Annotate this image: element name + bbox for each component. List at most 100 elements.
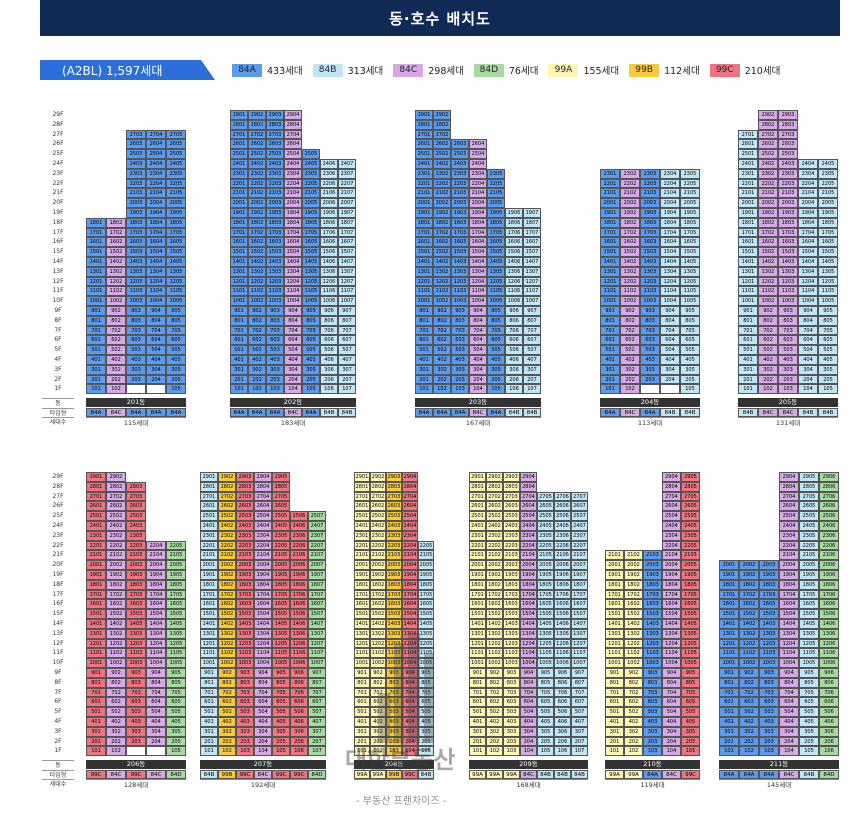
unit-cell[interactable]: 2004 bbox=[146, 198, 166, 208]
unit-cell[interactable]: 1602 bbox=[106, 237, 126, 248]
unit-cell[interactable]: 305 bbox=[818, 364, 838, 375]
unit-cell[interactable]: 2203 bbox=[126, 178, 146, 189]
unit-cell[interactable]: 1805 bbox=[166, 579, 186, 590]
unit-cell[interactable]: 502 bbox=[370, 707, 386, 717]
unit-cell[interactable]: 1905 bbox=[799, 570, 819, 580]
unit-cell[interactable]: 907 bbox=[523, 306, 541, 316]
unit-cell[interactable]: 2601 bbox=[738, 139, 758, 150]
unit-cell[interactable]: 405 bbox=[272, 717, 290, 727]
unit-cell[interactable]: 2402 bbox=[433, 159, 451, 169]
unit-cell[interactable]: 2305 bbox=[799, 530, 819, 541]
unit-cell[interactable]: 1307 bbox=[571, 628, 588, 639]
unit-cell[interactable]: 2701 bbox=[354, 491, 370, 502]
unit-cell[interactable]: 102 bbox=[433, 384, 451, 395]
unit-cell[interactable]: 2703 bbox=[386, 491, 402, 502]
unit-cell[interactable]: 2107 bbox=[308, 550, 326, 561]
unit-cell[interactable]: 402 bbox=[739, 717, 759, 727]
unit-cell[interactable]: 1203 bbox=[386, 638, 402, 649]
unit-cell[interactable]: 1701 bbox=[469, 589, 486, 600]
unit-cell[interactable]: 1103 bbox=[126, 648, 146, 659]
unit-cell[interactable]: 2504 bbox=[469, 149, 487, 159]
unit-cell[interactable]: 1407 bbox=[308, 619, 326, 629]
unit-cell[interactable]: 1801 bbox=[415, 217, 433, 228]
unit-cell[interactable]: 103 bbox=[451, 384, 469, 395]
unit-cell[interactable]: 2305 bbox=[302, 168, 320, 179]
unit-cell[interactable]: 2201 bbox=[469, 540, 486, 551]
unit-cell[interactable]: 901 bbox=[86, 306, 106, 316]
unit-cell[interactable]: 602 bbox=[106, 697, 126, 708]
unit-cell[interactable]: 701 bbox=[86, 687, 106, 698]
unit-cell[interactable]: 204 bbox=[254, 736, 272, 747]
unit-cell[interactable]: 303 bbox=[643, 726, 662, 737]
unit-cell[interactable]: 1003 bbox=[640, 296, 660, 306]
unit-cell[interactable]: 1804 bbox=[520, 579, 537, 590]
unit-cell[interactable]: 703 bbox=[126, 687, 146, 698]
unit-cell[interactable]: 903 bbox=[759, 668, 779, 678]
unit-cell[interactable]: 1204 bbox=[402, 638, 418, 649]
unit-cell[interactable]: 2204 bbox=[662, 540, 681, 551]
unit-cell[interactable]: 2401 bbox=[230, 159, 248, 169]
unit-cell[interactable]: 2503 bbox=[266, 149, 284, 159]
unit-cell[interactable]: 906 bbox=[290, 668, 308, 678]
unit-cell[interactable]: 505 bbox=[681, 707, 700, 717]
unit-cell[interactable]: 1105 bbox=[487, 286, 505, 297]
unit-cell[interactable]: 601 bbox=[738, 335, 758, 346]
unit-cell[interactable]: 502 bbox=[620, 345, 640, 355]
unit-cell[interactable]: 2104 bbox=[284, 188, 302, 199]
unit-cell[interactable]: 2304 bbox=[284, 168, 302, 179]
unit-cell[interactable]: 2902 bbox=[433, 110, 451, 120]
unit-cell[interactable]: 905 bbox=[680, 306, 700, 316]
unit-cell[interactable]: 604 bbox=[284, 335, 302, 346]
unit-cell[interactable]: 204 bbox=[662, 736, 681, 747]
unit-cell[interactable]: 404 bbox=[779, 717, 799, 727]
unit-cell[interactable]: 2105 bbox=[537, 550, 554, 561]
unit-cell[interactable]: 2001 bbox=[605, 560, 624, 570]
unit-cell[interactable]: 2401 bbox=[469, 521, 486, 531]
unit-cell[interactable]: 2706 bbox=[554, 491, 571, 502]
unit-cell[interactable]: 2204 bbox=[146, 540, 166, 551]
unit-cell[interactable]: 303 bbox=[386, 726, 402, 737]
unit-cell[interactable]: 1102 bbox=[433, 286, 451, 297]
unit-cell[interactable]: 706 bbox=[554, 687, 571, 698]
unit-cell[interactable]: 504 bbox=[662, 707, 681, 717]
unit-cell[interactable]: 2606 bbox=[554, 501, 571, 512]
unit-cell[interactable]: 704 bbox=[662, 687, 681, 698]
unit-cell[interactable]: 206 bbox=[290, 736, 308, 747]
unit-cell[interactable]: 2802 bbox=[248, 119, 266, 130]
unit-cell[interactable]: 1604 bbox=[662, 599, 681, 610]
unit-cell[interactable]: 505 bbox=[818, 345, 838, 355]
unit-cell[interactable]: 1607 bbox=[338, 237, 356, 248]
unit-cell[interactable]: 2304 bbox=[660, 168, 680, 179]
unit-cell[interactable]: 1604 bbox=[402, 599, 418, 610]
unit-cell[interactable]: 1004 bbox=[520, 658, 537, 668]
unit-cell[interactable]: 2801 bbox=[415, 119, 433, 130]
unit-cell[interactable]: 2502 bbox=[248, 149, 266, 159]
unit-cell[interactable]: 1905 bbox=[418, 570, 434, 580]
unit-cell[interactable]: 2205 bbox=[272, 540, 290, 551]
unit-cell[interactable]: 2103 bbox=[126, 550, 146, 561]
unit-cell[interactable]: 2004 bbox=[662, 560, 681, 570]
unit-cell[interactable]: 2903 bbox=[386, 472, 402, 482]
unit-cell[interactable]: 103 bbox=[759, 746, 779, 757]
unit-cell[interactable]: 2205 bbox=[818, 178, 838, 189]
unit-cell[interactable]: 305 bbox=[418, 726, 434, 737]
unit-cell[interactable]: 1003 bbox=[759, 658, 779, 668]
unit-cell[interactable]: 1705 bbox=[487, 227, 505, 238]
unit-cell[interactable]: 2702 bbox=[248, 129, 266, 140]
unit-cell[interactable]: 802 bbox=[106, 677, 126, 688]
unit-cell[interactable]: 1904 bbox=[520, 570, 537, 580]
unit-cell[interactable]: 1505 bbox=[680, 247, 700, 257]
unit-cell[interactable]: 1607 bbox=[523, 237, 541, 248]
unit-cell[interactable]: 1605 bbox=[302, 237, 320, 248]
unit-cell[interactable]: 2604 bbox=[146, 139, 166, 150]
unit-cell[interactable]: 1301 bbox=[605, 628, 624, 639]
unit-cell[interactable]: 2605 bbox=[681, 501, 700, 512]
unit-cell[interactable]: 102 bbox=[739, 746, 759, 757]
unit-cell[interactable]: 2301 bbox=[230, 168, 248, 179]
unit-cell[interactable]: 1102 bbox=[624, 648, 643, 659]
unit-cell[interactable]: 1404 bbox=[254, 619, 272, 629]
unit-cell[interactable]: 804 bbox=[798, 315, 818, 326]
unit-cell[interactable]: 1005 bbox=[681, 658, 700, 668]
unit-cell[interactable]: 105 bbox=[302, 384, 320, 395]
unit-cell[interactable]: 702 bbox=[106, 325, 126, 336]
